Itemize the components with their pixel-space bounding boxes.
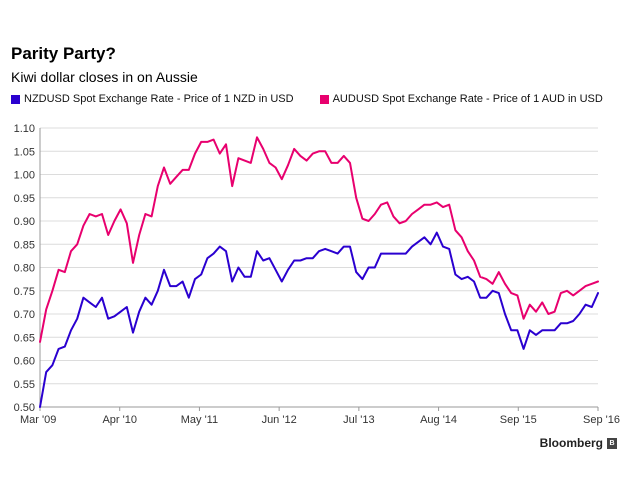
y-tick-label: 0.80	[14, 263, 35, 275]
y-tick-label: 0.90	[14, 216, 35, 228]
x-tick-label: Aug '14	[420, 414, 457, 426]
y-tick-label: 0.65	[14, 332, 35, 344]
y-tick-label: 0.55	[14, 379, 35, 391]
brand-name: Bloomberg	[539, 436, 603, 450]
legend-label-audusd: AUDUSD Spot Exchange Rate - Price of 1 A…	[332, 93, 603, 105]
x-tick-label: Sep '15	[500, 414, 537, 426]
y-tick-label: 0.75	[14, 286, 35, 298]
series-line-nzdusd	[39, 231, 599, 408]
series-line-audusd	[39, 136, 599, 343]
chart-subtitle: Kiwi dollar closes in on Aussie	[11, 69, 198, 85]
y-tick-label: 0.60	[14, 356, 35, 368]
legend-swatch-nzdusd	[11, 94, 20, 104]
x-tick-label: Jul '13	[343, 414, 374, 426]
y-tick-label: 0.70	[14, 309, 35, 321]
legend-item-audusd: AUDUSD Spot Exchange Rate - Price of 1 A…	[319, 93, 603, 105]
bloomberg-mark-icon: B	[607, 437, 617, 449]
y-tick-label: 1.10	[14, 123, 35, 135]
x-tick-label: Apr '10	[102, 414, 137, 426]
legend-swatch-audusd	[319, 94, 329, 104]
y-tick-label: 0.85	[14, 239, 35, 251]
x-tick-label: May '11	[181, 414, 218, 426]
legend-item-nzdusd: NZDUSD Spot Exchange Rate - Price of 1 N…	[11, 93, 294, 105]
y-tick-label: 0.50	[14, 402, 35, 414]
chart-legend: NZDUSD Spot Exchange Rate - Price of 1 N…	[11, 93, 629, 105]
y-tick-label: 1.00	[14, 170, 35, 182]
legend-label-nzdusd: NZDUSD Spot Exchange Rate - Price of 1 N…	[24, 93, 294, 105]
chart-title: Parity Party?	[11, 44, 116, 63]
x-tick-label: Mar '09	[20, 414, 56, 426]
y-tick-label: 0.95	[14, 193, 35, 205]
x-tick-label: Sep '16	[583, 414, 620, 426]
brand-logo: Bloomberg B	[540, 436, 617, 450]
y-tick-label: 1.05	[14, 146, 35, 158]
x-tick-label: Jun '12	[262, 414, 297, 426]
